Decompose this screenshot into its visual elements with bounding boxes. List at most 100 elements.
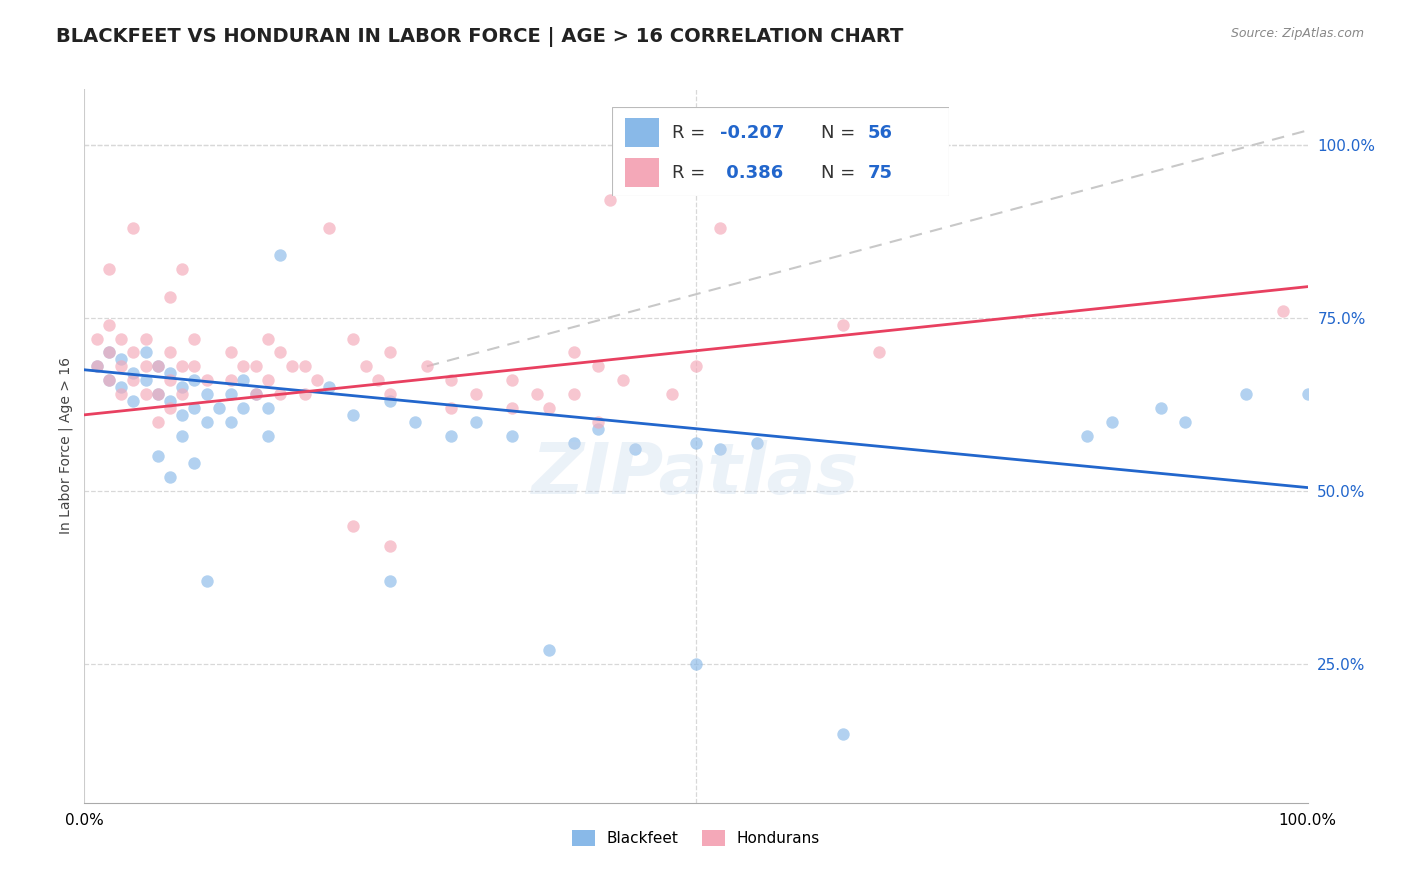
Point [257,428,280,442]
FancyBboxPatch shape [612,107,949,196]
Point [97,345,120,359]
Point [245,359,267,374]
Point [342,408,364,422]
Text: 75: 75 [868,164,893,182]
Point [110,352,132,367]
Point [1236,387,1258,401]
Point [146,415,169,429]
Point [245,387,267,401]
Point [281,359,304,374]
Point [294,387,316,401]
Point [146,387,169,401]
Point [1101,415,1123,429]
Y-axis label: In Labor Force | Age > 16: In Labor Force | Age > 16 [59,358,73,534]
Point [135,387,157,401]
Point [86,332,108,346]
Point [172,428,194,442]
Point [122,345,145,359]
Point [219,387,242,401]
Point [146,450,169,464]
Point [685,435,707,450]
Point [342,332,364,346]
Point [195,373,218,387]
Point [172,262,194,277]
Point [110,380,132,394]
Point [831,318,853,332]
Point [195,387,218,401]
Text: R =: R = [672,164,711,182]
Point [183,401,205,415]
Point [86,359,108,374]
Text: -0.207: -0.207 [720,124,785,142]
Point [294,359,316,374]
Point [380,574,402,588]
Point [538,643,561,657]
Point [232,359,254,374]
Point [110,387,132,401]
Point [1296,387,1319,401]
Point [122,366,145,380]
Legend: Blackfeet, Hondurans: Blackfeet, Hondurans [565,824,827,852]
Point [122,373,145,387]
Point [440,373,463,387]
Point [219,345,242,359]
Point [245,387,267,401]
Point [269,248,291,262]
Point [440,428,463,442]
Point [562,387,585,401]
Point [219,373,242,387]
Point [1076,428,1098,442]
Point [831,726,853,740]
Point [183,373,205,387]
Point [502,401,524,415]
Point [624,442,647,457]
Point [122,394,145,409]
Point [257,373,280,387]
Point [586,359,609,374]
Point [172,380,194,394]
Point [97,262,120,277]
Point [195,574,218,588]
Point [172,408,194,422]
Point [562,345,585,359]
Point [342,518,364,533]
Text: Source: ZipAtlas.com: Source: ZipAtlas.com [1230,27,1364,40]
Point [146,359,169,374]
Point [219,415,242,429]
Point [380,387,402,401]
Point [685,359,707,374]
Point [135,373,157,387]
Point [135,359,157,374]
Point [586,415,609,429]
Point [709,442,731,457]
Point [612,373,634,387]
Point [416,359,439,374]
Point [269,345,291,359]
Point [159,290,181,304]
Bar [626,158,659,187]
Point [586,422,609,436]
Point [135,345,157,359]
Point [269,387,291,401]
Point [709,220,731,235]
Point [232,401,254,415]
Point [208,401,231,415]
Point [110,359,132,374]
Point [661,387,683,401]
Point [97,318,120,332]
Text: N =: N = [821,164,860,182]
Point [97,345,120,359]
Point [232,373,254,387]
Point [159,373,181,387]
Point [159,401,181,415]
Bar [626,118,659,147]
Point [97,373,120,387]
Point [318,220,340,235]
Point [183,359,205,374]
Point [464,415,486,429]
Text: N =: N = [821,124,860,142]
Point [1174,415,1197,429]
Point [159,394,181,409]
Point [380,345,402,359]
Point [502,373,524,387]
